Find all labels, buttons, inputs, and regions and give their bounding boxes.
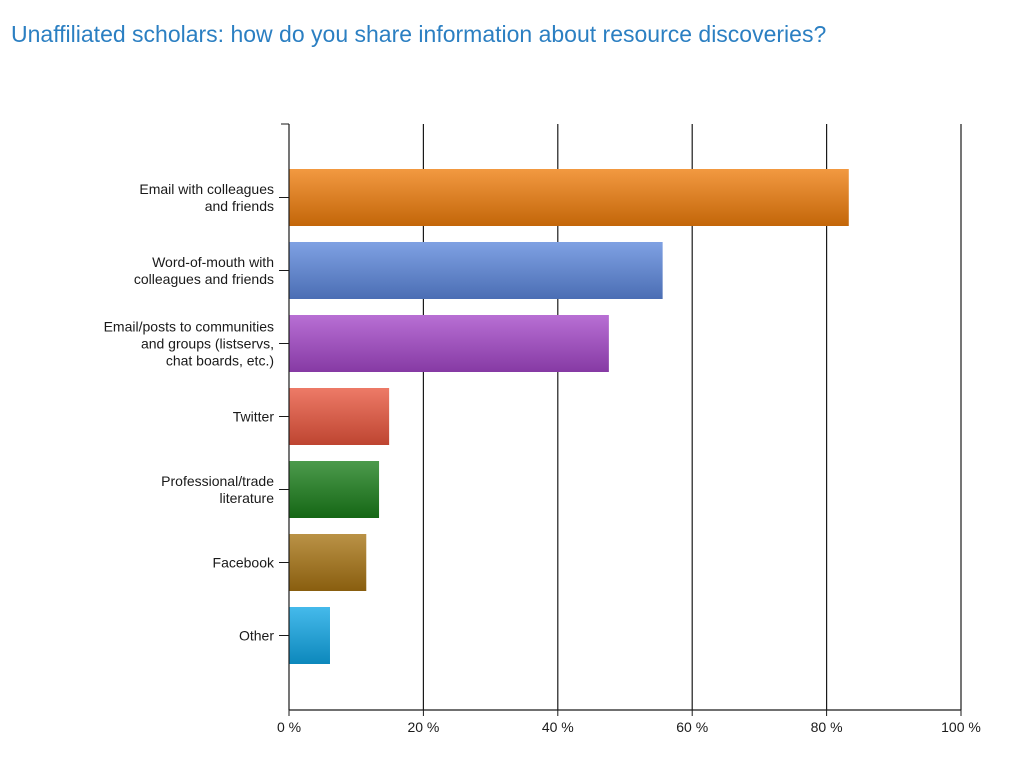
x-tick-label: 60 %: [676, 719, 708, 735]
bar: [289, 169, 849, 226]
x-tick-label: 20 %: [407, 719, 439, 735]
bar: [289, 388, 390, 445]
bar: [289, 242, 663, 299]
labels: 0 % 20 % 40 % 60 % 80 % 100 % Email with colle…: [104, 181, 981, 735]
category-label: Other: [239, 628, 274, 644]
category-label: Twitter: [233, 409, 275, 425]
category-label: Facebook: [213, 555, 275, 571]
bar: [289, 607, 330, 664]
x-tick-label: 40 %: [542, 719, 574, 735]
x-tick-label: 100 %: [941, 719, 981, 735]
category-label: Email with colleagues and friends: [139, 181, 274, 214]
bar: [289, 534, 367, 591]
axes: [279, 123, 962, 716]
category-label: Professional/trade literature: [161, 473, 274, 506]
bars: [289, 169, 849, 664]
bar: [289, 315, 609, 372]
x-tick-label: 0 %: [277, 719, 301, 735]
bar: [289, 461, 380, 518]
category-label: Word-of-mouth with colleagues and friends: [134, 254, 274, 287]
x-tick-label: 80 %: [811, 719, 843, 735]
slide-title: Unaffiliated scholars: how do you share …: [11, 21, 827, 47]
category-label: Email/posts to communities and groups (li…: [104, 319, 274, 369]
